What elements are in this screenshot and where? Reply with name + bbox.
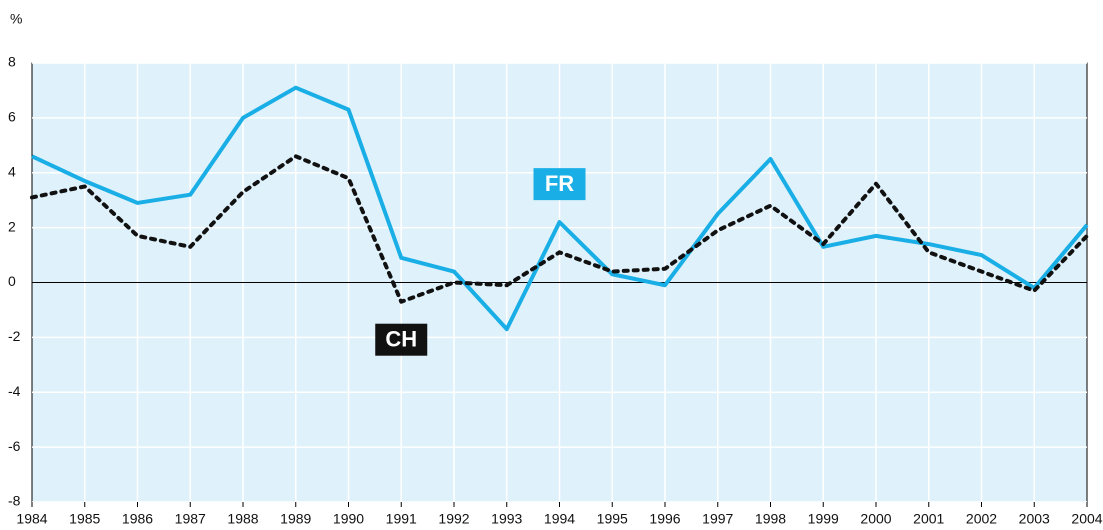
series-label: FR	[545, 171, 574, 196]
x-tick-label: 1985	[69, 511, 100, 527]
y-axis-label: %	[10, 11, 22, 27]
x-tick-label: 2002	[966, 511, 997, 527]
x-tick-label: 1995	[597, 511, 628, 527]
x-tick-label: 1998	[755, 511, 786, 527]
x-tick-label: 1999	[808, 511, 839, 527]
y-tick-label: -8	[8, 493, 21, 509]
x-tick-label: 2003	[1019, 511, 1050, 527]
y-tick-label: 4	[8, 163, 16, 179]
series-label: CH	[385, 327, 417, 352]
x-tick-label: 1996	[649, 511, 680, 527]
x-tick-label: 2004	[1071, 511, 1102, 527]
series-label-box	[375, 323, 428, 356]
x-tick-label: 1990	[333, 511, 364, 527]
line-series	[31, 85, 1089, 332]
x-tick-label: 1993	[491, 511, 522, 527]
x-tick-label: 1989	[280, 511, 311, 527]
y-tick-label: -2	[8, 328, 21, 344]
x-tick-label: 2001	[913, 511, 944, 527]
x-tick-label: 1994	[544, 511, 575, 527]
y-tick-label: -6	[8, 438, 21, 454]
series-label-box	[533, 168, 586, 201]
y-tick-label: 2	[8, 218, 16, 234]
x-tick-label: 1991	[386, 511, 417, 527]
x-tick-label: 1984	[16, 511, 47, 527]
x-tick-label: 1987	[175, 511, 206, 527]
x-tick-label: 1988	[227, 511, 258, 527]
x-tick-label: 1992	[438, 511, 469, 527]
line-series	[30, 154, 1089, 304]
y-tick-label: -4	[8, 383, 21, 399]
x-tick-label: 1986	[122, 511, 153, 527]
y-tick-label: 6	[8, 109, 16, 125]
x-tick-label: 1997	[702, 511, 733, 527]
y-tick-label: 8	[8, 54, 16, 70]
x-tick-label: 2000	[860, 511, 891, 527]
y-tick-label: 0	[8, 273, 16, 289]
